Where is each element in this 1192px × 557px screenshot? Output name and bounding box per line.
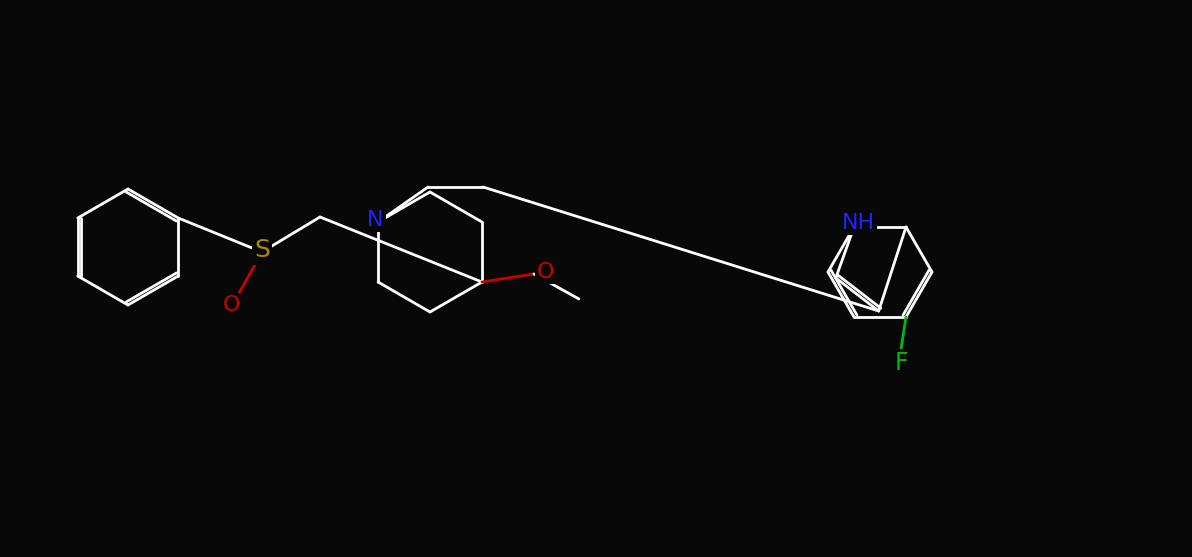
Text: NH: NH — [842, 213, 875, 233]
Text: N: N — [367, 210, 384, 230]
Text: O: O — [222, 295, 240, 315]
Text: O: O — [538, 262, 554, 282]
Text: F: F — [894, 351, 908, 375]
Text: S: S — [254, 238, 269, 262]
